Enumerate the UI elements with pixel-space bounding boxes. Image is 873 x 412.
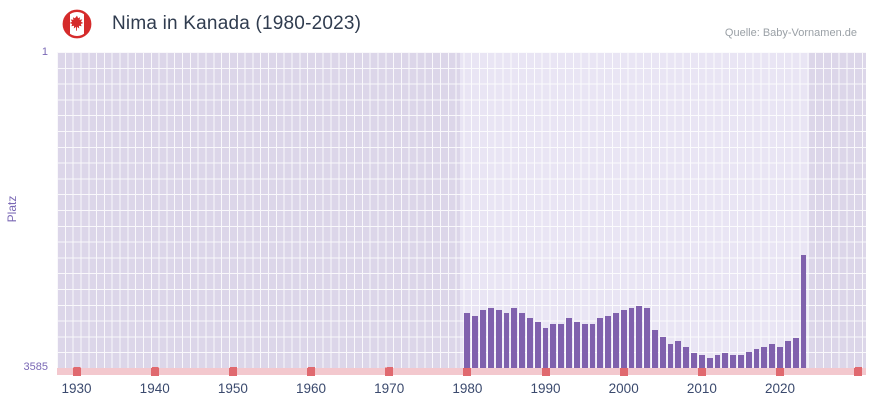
- bar-1980[interactable]: [464, 312, 471, 368]
- x-tick-marker-1950: [228, 367, 237, 376]
- bar-2014[interactable]: [730, 354, 737, 368]
- bar-2021[interactable]: [784, 341, 791, 368]
- bar-1982[interactable]: [480, 310, 486, 368]
- bar-2006[interactable]: [667, 343, 674, 368]
- bar-2010[interactable]: [698, 354, 705, 368]
- y-axis-top-label: 1: [41, 46, 48, 58]
- canada-flag-icon: [62, 9, 92, 39]
- bar-1993[interactable]: [566, 318, 572, 368]
- y-axis-bottom-label: 3585: [23, 361, 48, 373]
- x-tick-label-2020: 2020: [764, 381, 796, 396]
- bar-1984[interactable]: [495, 310, 502, 368]
- bar-1987[interactable]: [519, 312, 525, 368]
- bar-2000[interactable]: [620, 310, 627, 368]
- bar-1997[interactable]: [597, 317, 604, 368]
- bar-2023[interactable]: [800, 255, 807, 368]
- bar-1989[interactable]: [534, 322, 541, 368]
- x-tick-label-1970: 1970: [374, 381, 405, 396]
- bar-1990[interactable]: [542, 327, 549, 368]
- bar-2018[interactable]: [761, 346, 768, 368]
- y-axis-title: Platz: [5, 195, 19, 223]
- grid-overlay: [57, 52, 866, 368]
- x-tick-marker-2030: [854, 367, 863, 376]
- x-tick-label-2000: 2000: [608, 381, 639, 396]
- x-tick-marker-1960: [307, 367, 316, 376]
- bar-1996[interactable]: [589, 324, 596, 368]
- x-tick-marker-2000: [619, 367, 628, 376]
- x-tick-label-1980: 1980: [452, 381, 483, 396]
- bar-2013[interactable]: [722, 353, 729, 368]
- bar-2020[interactable]: [777, 346, 783, 368]
- source-credit: Quelle: Baby-Vornamen.de: [724, 27, 857, 39]
- bar-1981[interactable]: [472, 315, 479, 368]
- bar-1998[interactable]: [605, 315, 611, 368]
- x-tick-marker-2010: [697, 367, 706, 376]
- bar-1986[interactable]: [511, 308, 518, 368]
- bar-1994[interactable]: [573, 322, 580, 368]
- bar-2017[interactable]: [753, 349, 760, 368]
- x-tick-label-1950: 1950: [217, 381, 248, 396]
- bar-2022[interactable]: [792, 338, 799, 368]
- x-tick-marker-1980: [463, 367, 472, 376]
- bar-2015[interactable]: [738, 354, 744, 368]
- bar-2012[interactable]: [714, 354, 721, 368]
- x-tick-marker-1940: [150, 367, 159, 376]
- x-tick-label-1930: 1930: [61, 381, 92, 396]
- bar-2003[interactable]: [644, 308, 651, 368]
- bar-1985[interactable]: [503, 312, 510, 368]
- x-tick-marker-1970: [385, 367, 394, 376]
- x-tick-label-1940: 1940: [139, 381, 170, 396]
- bar-1983[interactable]: [487, 308, 494, 368]
- bar-2005[interactable]: [659, 337, 666, 368]
- bar-2009[interactable]: [691, 353, 697, 368]
- plot-area: [57, 52, 866, 368]
- x-tick-label-2010: 2010: [686, 381, 717, 396]
- x-tick-label-1960: 1960: [296, 381, 327, 396]
- x-axis-baseline: [57, 367, 866, 376]
- bar-2016[interactable]: [745, 352, 752, 368]
- bar-1999[interactable]: [612, 312, 619, 368]
- x-tick-label-1990: 1990: [530, 381, 561, 396]
- bar-1992[interactable]: [558, 323, 565, 368]
- x-tick-marker-2020: [776, 367, 785, 376]
- bar-1991[interactable]: [550, 324, 557, 368]
- page-title: Nima in Kanada (1980-2023): [112, 13, 362, 34]
- bar-1988[interactable]: [526, 318, 533, 368]
- bar-2008[interactable]: [683, 346, 690, 368]
- bar-2001[interactable]: [628, 308, 635, 368]
- bar-2011[interactable]: [706, 357, 713, 368]
- bar-1995[interactable]: [581, 323, 588, 368]
- bar-2004[interactable]: [652, 330, 658, 368]
- bar-2007[interactable]: [675, 341, 682, 368]
- x-axis-labels: 1930 1940 1950 1960 1970 1980 1990 2000 2010 2020: [57, 381, 866, 403]
- x-tick-marker-1930: [72, 367, 81, 376]
- bar-2002[interactable]: [636, 305, 643, 368]
- x-tick-marker-1990: [541, 367, 550, 376]
- bar-2019[interactable]: [769, 343, 776, 368]
